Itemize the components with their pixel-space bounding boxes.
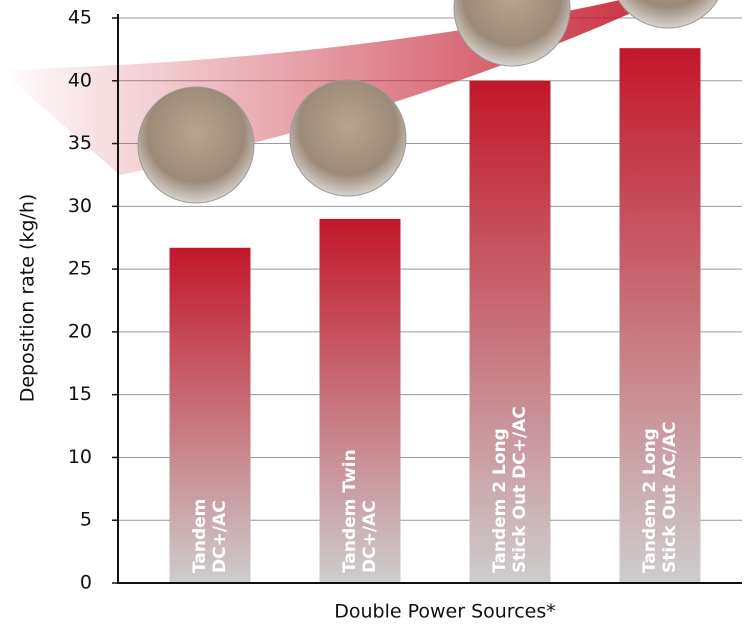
y-tick-label: 35 bbox=[68, 132, 92, 154]
bar-label: TandemDC+/AC bbox=[190, 499, 230, 573]
y-tick-label: 10 bbox=[68, 446, 92, 468]
bar bbox=[469, 80, 551, 584]
y-tick-label: 15 bbox=[68, 383, 92, 405]
bars bbox=[169, 48, 701, 584]
x-axis-label: Double Power Sources* bbox=[334, 601, 556, 623]
photo bbox=[137, 86, 255, 204]
photo bbox=[617, 0, 719, 29]
y-tick-label: 25 bbox=[68, 258, 92, 280]
bar bbox=[619, 48, 701, 583]
bar bbox=[319, 218, 401, 583]
y-tick-label: 5 bbox=[80, 509, 92, 531]
y-axis-label: Deposition rate (kg/h) bbox=[17, 194, 39, 403]
photo bbox=[453, 0, 571, 67]
y-tick-label: 0 bbox=[80, 572, 92, 594]
bar-label: Tandem 2 LongStick Out DC+/AC bbox=[490, 406, 530, 573]
y-tick-label: 30 bbox=[68, 195, 92, 217]
photos bbox=[137, 0, 719, 204]
y-tick-label: 20 bbox=[68, 320, 92, 342]
bar bbox=[169, 247, 251, 583]
bar-label: Tandem TwinDC+/AC bbox=[340, 449, 380, 573]
bar-label: Tandem 2 LongStick Out AC/AC bbox=[640, 421, 680, 573]
photo bbox=[289, 79, 407, 197]
y-tick-label: 40 bbox=[68, 69, 92, 91]
y-tick-label: 45 bbox=[68, 7, 92, 29]
